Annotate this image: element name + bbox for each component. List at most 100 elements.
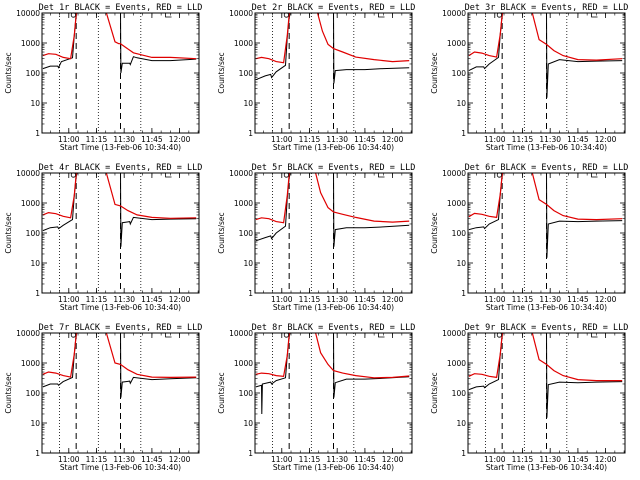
events-series-line — [468, 333, 623, 418]
x-tick-label: 11:15 — [86, 455, 108, 464]
y-tick-label: 10 — [456, 259, 466, 268]
y-axis-label: Counts/sec — [217, 52, 226, 93]
events-series-line — [255, 173, 410, 247]
lld-series-line — [42, 333, 197, 379]
panel-title: Det 4r BLACK = Events, RED = LLD — [39, 163, 203, 173]
panel-title: Det 5r BLACK = Events, RED = LLD — [252, 163, 416, 173]
y-tick-label: 1 — [35, 289, 40, 298]
detector-panel: 1 10 100 1000 10000 11:00 11:15 11:30 11:45 12:00… — [4, 163, 202, 312]
x-tick-label: 11:00 — [271, 135, 293, 144]
x-tick-label: 11:30 — [539, 135, 561, 144]
x-axis-label: Start Time (13-Feb-06 10:34:40) — [273, 143, 394, 152]
x-tick-label: 12:00 — [382, 135, 404, 144]
x-tick-label: 12:00 — [382, 455, 404, 464]
x-tick-label: 11:30 — [113, 455, 135, 464]
x-tick-label: 11:45 — [141, 135, 163, 144]
panel-title: Det 6r BLACK = Events, RED = LLD — [465, 163, 629, 173]
x-axis-label: Start Time (13-Feb-06 10:34:40) — [273, 463, 394, 472]
x-tick-label: 11:00 — [58, 295, 80, 304]
y-axis-label: Counts/sec — [4, 212, 13, 253]
detector-panel: 1 10 100 1000 10000 11:00 11:15 11:30 11:45 12:00… — [217, 163, 415, 312]
panel-title: Det 9r BLACK = Events, RED = LLD — [465, 323, 629, 333]
x-axis-label: Start Time (13-Feb-06 10:34:40) — [60, 463, 181, 472]
x-tick-label: 11:45 — [141, 295, 163, 304]
y-tick-label: 1000 — [234, 359, 253, 368]
x-axis-label: Start Time (13-Feb-06 10:34:40) — [486, 303, 607, 312]
x-tick-label: 11:45 — [141, 455, 163, 464]
y-tick-label: 1 — [35, 129, 40, 138]
detector-panel: 1 10 100 1000 10000 11:00 11:15 11:30 11:45 12:00… — [430, 163, 628, 312]
x-tick-label: 11:30 — [539, 455, 561, 464]
x-tick-label: 12:00 — [169, 295, 191, 304]
y-tick-label: 100 — [239, 69, 254, 78]
x-tick-label: 11:45 — [354, 135, 376, 144]
y-tick-label: 10 — [243, 259, 253, 268]
y-tick-label: 1000 — [234, 39, 253, 48]
x-tick-label: 11:30 — [326, 455, 348, 464]
x-tick-label: 11:30 — [539, 295, 561, 304]
detector-panel: 1 10 100 1000 10000 11:00 11:15 11:30 11:45 12:00… — [4, 323, 202, 472]
panel-title: Det 3r BLACK = Events, RED = LLD — [465, 3, 629, 13]
y-tick-label: 10000 — [16, 329, 40, 338]
y-tick-label: 10000 — [229, 9, 253, 18]
y-axis-label: Counts/sec — [4, 372, 13, 413]
y-tick-label: 100 — [26, 229, 41, 238]
x-tick-label: 11:30 — [326, 295, 348, 304]
lld-series-line — [468, 13, 623, 61]
y-tick-label: 1000 — [234, 199, 253, 208]
x-axis-label: Start Time (13-Feb-06 10:34:40) — [486, 463, 607, 472]
y-tick-label: 1 — [35, 449, 40, 458]
y-tick-label: 1000 — [447, 39, 466, 48]
x-tick-label: 11:30 — [326, 135, 348, 144]
y-tick-label: 10000 — [229, 169, 253, 178]
x-tick-label: 12:00 — [382, 295, 404, 304]
y-tick-label: 10 — [456, 99, 466, 108]
x-tick-label: 11:45 — [567, 295, 589, 304]
x-axis-label: Start Time (13-Feb-06 10:34:40) — [486, 143, 607, 152]
y-tick-label: 100 — [26, 389, 41, 398]
y-tick-label: 1000 — [21, 359, 40, 368]
events-series-line — [468, 173, 623, 258]
panel-title: Det 1r BLACK = Events, RED = LLD — [39, 3, 203, 13]
events-series-line — [42, 333, 197, 398]
y-axis-label: Counts/sec — [430, 372, 439, 413]
panel-title: Det 2r BLACK = Events, RED = LLD — [252, 3, 416, 13]
y-tick-label: 1000 — [21, 199, 40, 208]
x-axis-label: Start Time (13-Feb-06 10:34:40) — [60, 303, 181, 312]
x-axis-label: Start Time (13-Feb-06 10:34:40) — [60, 143, 181, 152]
top-step-marker — [165, 13, 172, 18]
x-tick-label: 11:15 — [86, 295, 108, 304]
y-tick-label: 1 — [461, 289, 466, 298]
y-tick-label: 100 — [239, 389, 254, 398]
events-series-line — [42, 173, 197, 247]
y-axis-label: Counts/sec — [430, 212, 439, 253]
x-tick-label: 11:15 — [299, 455, 321, 464]
detector-panel: 1 10 100 1000 10000 11:00 11:15 11:30 11:45 12:00… — [430, 323, 628, 472]
lld-series-line — [255, 173, 410, 224]
x-tick-label: 11:15 — [299, 135, 321, 144]
y-tick-label: 1 — [461, 449, 466, 458]
detector-panel: 1 10 100 1000 10000 11:00 11:15 11:30 11:45 12:00… — [217, 323, 415, 472]
y-tick-label: 1 — [248, 449, 253, 458]
x-tick-label: 11:00 — [484, 295, 506, 304]
x-tick-label: 11:15 — [512, 455, 534, 464]
panel-title: Det 7r BLACK = Events, RED = LLD — [39, 323, 203, 333]
y-tick-label: 100 — [26, 69, 41, 78]
x-tick-label: 11:00 — [271, 295, 293, 304]
events-series-line — [255, 13, 410, 84]
x-tick-label: 12:00 — [595, 295, 617, 304]
x-tick-label: 11:45 — [354, 295, 376, 304]
y-tick-label: 1000 — [21, 39, 40, 48]
y-tick-label: 100 — [239, 229, 254, 238]
x-tick-label: 11:15 — [512, 135, 534, 144]
x-tick-label: 11:30 — [113, 295, 135, 304]
detector-panel: 1 10 100 1000 10000 11:00 11:15 11:30 11:45 12:00… — [430, 3, 628, 152]
lld-series-line — [468, 173, 623, 221]
y-tick-label: 10 — [30, 259, 40, 268]
y-tick-label: 1 — [461, 129, 466, 138]
y-tick-label: 10 — [30, 419, 40, 428]
y-tick-label: 100 — [452, 69, 467, 78]
top-step-marker — [591, 333, 598, 338]
y-axis-label: Counts/sec — [217, 212, 226, 253]
x-tick-label: 11:45 — [567, 455, 589, 464]
